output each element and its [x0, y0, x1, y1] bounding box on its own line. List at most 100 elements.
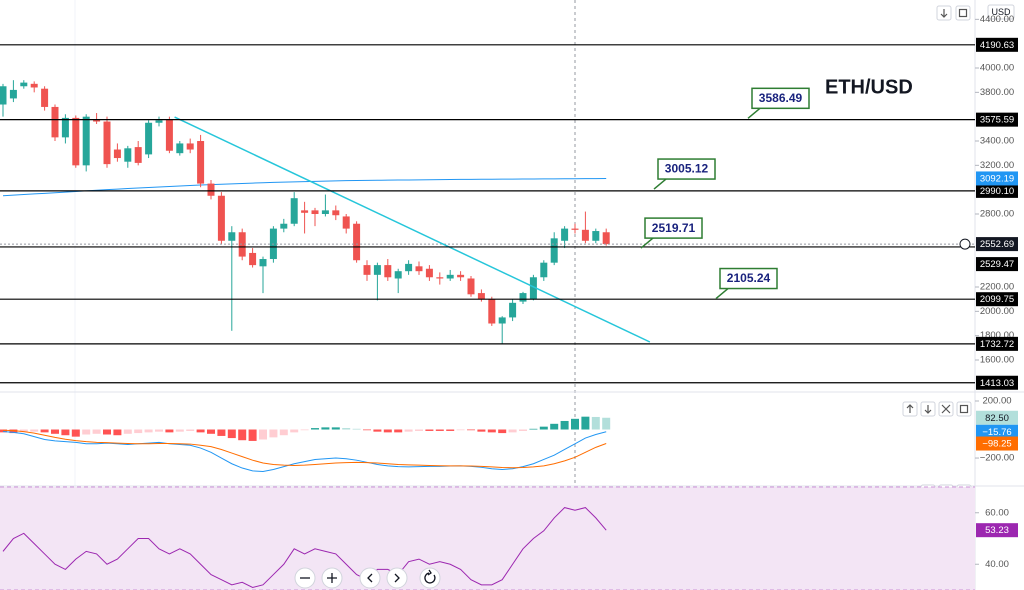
candle-body: [165, 119, 173, 151]
callout-box: [751, 87, 810, 110]
histogram-bar: [113, 429, 122, 436]
callout-label: 2105.24: [727, 271, 771, 285]
histogram-bar: [123, 429, 132, 434]
toolbar-button[interactable]: [419, 567, 441, 589]
histogram-bar: [238, 429, 247, 441]
histogram-bar: [467, 429, 475, 431]
candle-body: [0, 86, 7, 105]
candle-body: [176, 143, 184, 154]
navigation-toolbar[interactable]: [294, 567, 441, 589]
candle-body: [550, 238, 558, 263]
histogram-bar: [248, 429, 257, 441]
histogram-bar: [186, 429, 195, 431]
indicator-line: [2, 429, 607, 469]
callout-leader: [653, 178, 667, 190]
candle-body: [82, 116, 90, 166]
candle-body: [405, 263, 413, 272]
candle-body: [301, 210, 309, 213]
maximize-icon: [959, 404, 969, 414]
histogram-bar: [477, 429, 486, 432]
histogram-bar: [103, 429, 111, 435]
histogram-bar: [404, 429, 413, 432]
candle-body: [571, 228, 579, 230]
level-label: 2099.75: [980, 294, 1014, 305]
maximize-button[interactable]: [955, 5, 971, 21]
callout-leader: [640, 237, 654, 249]
toolbar-icon: [367, 573, 373, 583]
ma-value-label-bg: [976, 171, 1018, 186]
histogram-bar: [352, 428, 361, 430]
currency-badge[interactable]: [987, 4, 1015, 20]
histogram-bar: [519, 429, 527, 431]
candle-body: [332, 210, 340, 216]
histogram-bar: [487, 429, 496, 433]
y-tick-label: 60.00: [985, 507, 1009, 518]
y-tick-label: 1800.00: [980, 330, 1014, 341]
candle-body: [113, 149, 121, 159]
currency[interactable]: USD: [991, 7, 1011, 17]
candle-body: [217, 195, 225, 241]
candle-body: [415, 266, 423, 272]
histogram-bar: [155, 429, 163, 432]
y-tick-label: 3400.00: [980, 136, 1014, 147]
candle-body: [20, 82, 28, 87]
histogram-bar: [300, 429, 309, 431]
ma-value-label: 3092.19: [980, 173, 1014, 184]
toolbar-button[interactable]: [386, 567, 408, 589]
histogram-bar: [165, 429, 174, 433]
histogram-bar: [425, 429, 434, 431]
y-tick-label: 1600.00: [980, 355, 1014, 366]
line-value-label: −15.76: [982, 427, 1011, 438]
chart-title: ETH/USD: [825, 76, 913, 98]
candle-body: [228, 232, 236, 241]
y-tick-label: 4000.00: [980, 63, 1014, 74]
histogram-bar: [196, 429, 205, 433]
histogram-bar: [331, 427, 340, 430]
histogram-bar: [82, 429, 91, 435]
candle-body: [446, 274, 454, 279]
top-controls[interactable]: USD: [936, 4, 1015, 21]
histogram-bar: [571, 418, 579, 430]
level-label-bg: [976, 183, 1018, 198]
histogram-bar: [560, 420, 569, 430]
histogram-bar: [217, 429, 226, 436]
candle-body: [394, 271, 402, 279]
y-tick-label: 3200.00: [980, 160, 1014, 171]
candle-body: [498, 317, 506, 324]
candle-body: [134, 147, 142, 163]
histogram-value-label-bg: [976, 410, 1018, 425]
toolbar-button[interactable]: [359, 567, 381, 589]
candle-body: [321, 210, 329, 215]
level-label-bg: [976, 257, 1018, 272]
toolbar-icon: [394, 573, 400, 583]
callout-label: 2519.71: [652, 221, 696, 235]
line-value-label-bg: [976, 436, 1018, 451]
histogram-bar: [446, 429, 455, 431]
candle-body: [155, 120, 163, 123]
candle-body: [186, 143, 194, 150]
level-label: 4190.63: [980, 40, 1014, 51]
level-label: 2529.47: [980, 259, 1014, 270]
histogram-bar: [435, 429, 444, 431]
histogram-bar: [550, 423, 559, 430]
price-marker: [959, 238, 971, 250]
callout-box: [657, 158, 716, 180]
candle-body: [425, 268, 433, 278]
level-label: 1732.72: [980, 339, 1014, 350]
histogram-bar: [581, 416, 590, 430]
candle-body: [384, 265, 392, 278]
histogram-bar: [373, 429, 382, 432]
macd-controls[interactable]: [902, 401, 972, 417]
histogram-bar: [321, 427, 330, 430]
level-label-bg: [976, 37, 1018, 52]
y-tick-label: 2800.00: [980, 209, 1014, 220]
line-value-label-bg: [976, 424, 1018, 439]
histogram-bar: [591, 416, 600, 430]
candle-body: [363, 265, 371, 275]
callout-label: 3005.12: [665, 162, 709, 176]
candle-body: [509, 302, 517, 318]
candle-body: [238, 232, 246, 257]
maximize-button[interactable]: [956, 401, 972, 417]
candle-body: [477, 293, 485, 300]
